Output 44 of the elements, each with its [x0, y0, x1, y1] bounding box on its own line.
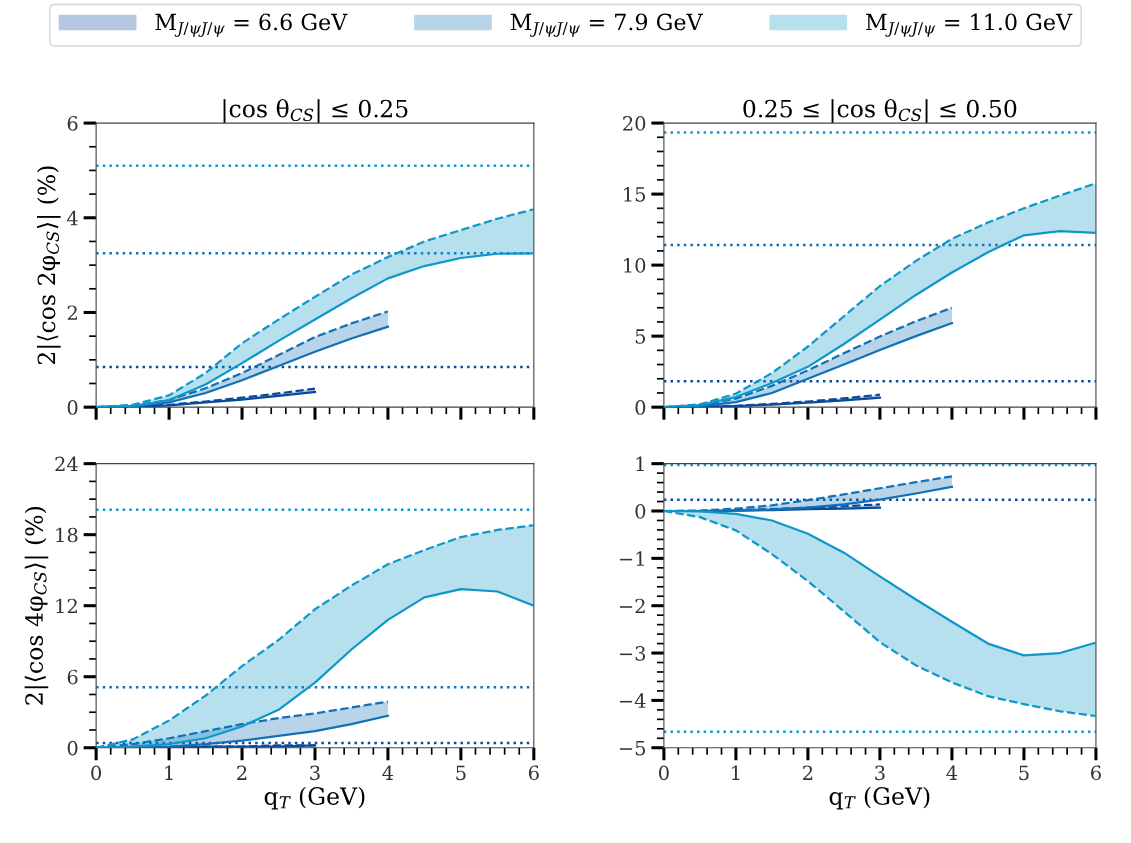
y-tick-label: 24 — [55, 456, 78, 472]
y-tick-label: −5 — [619, 740, 646, 756]
x-axis-title: q$_{T}$ (GeV) — [829, 786, 930, 810]
y-axis-title: 2|⟨cos 4φ$_{CS}$⟩| (%) — [24, 507, 49, 705]
y-axis-title: 2|⟨cos 2φ$_{CS}$⟩| (%) — [37, 166, 61, 365]
y-tick-label: 0 — [67, 740, 78, 756]
y-tick-label: 4 — [67, 210, 78, 226]
x-tick-label: 2 — [237, 765, 247, 780]
y-tick-label: 6 — [67, 116, 78, 131]
y-tick-label: 6 — [67, 669, 78, 685]
x-tick-label: 5 — [456, 765, 466, 781]
y-tick-label: 18 — [56, 527, 78, 543]
y-tick-label: −1 — [619, 551, 644, 566]
x-tick-label: 1 — [732, 765, 740, 780]
x-tick-label: 1 — [165, 765, 173, 780]
y-tick-label: −2 — [619, 598, 645, 614]
x-tick-label: 2 — [803, 765, 813, 780]
y-tick-label: 1 — [636, 456, 644, 472]
y-tick-label: 20 — [623, 116, 646, 131]
y-tick-label: 10 — [624, 258, 646, 273]
y-tick-label: 0 — [635, 503, 646, 519]
y-tick-label: 2 — [67, 305, 77, 320]
y-tick-label: −3 — [619, 646, 646, 661]
x-axis-title: q$_{T}$ (GeV) — [264, 786, 365, 810]
y-tick-label: 0 — [67, 400, 78, 415]
x-tick-label: 5 — [1019, 765, 1029, 781]
x-tick-label: 6 — [528, 765, 539, 781]
y-tick-label: 15 — [624, 187, 646, 202]
chart-title: |cos θ$_{CS}$| ≤ 0.25 — [223, 98, 408, 123]
y-tick-label: −4 — [619, 693, 646, 708]
legend-label: M$_{J/ψJ/ψ}$ = 6.6 GeV — [155, 13, 348, 37]
y-tick-label: 5 — [635, 329, 646, 344]
x-tick-label: 0 — [658, 765, 669, 781]
chart-title: 0.25 ≤ |cos θ$_{CS}$| ≤ 0.50 — [743, 98, 1017, 123]
x-tick-label: 4 — [946, 765, 958, 780]
y-tick-label: 12 — [56, 598, 77, 614]
x-tick-label: 6 — [1091, 765, 1101, 781]
x-tick-label: 3 — [310, 765, 320, 781]
x-tick-label: 0 — [91, 765, 102, 781]
x-tick-label: 4 — [382, 765, 394, 780]
legend-label: M$_{J/ψJ/ψ}$ = 11.0 GeV — [866, 13, 1073, 37]
y-tick-label: 0 — [635, 400, 646, 415]
x-tick-label: 3 — [875, 765, 885, 781]
legend-label: M$_{J/ψJ/ψ}$ = 7.9 GeV — [510, 13, 703, 37]
